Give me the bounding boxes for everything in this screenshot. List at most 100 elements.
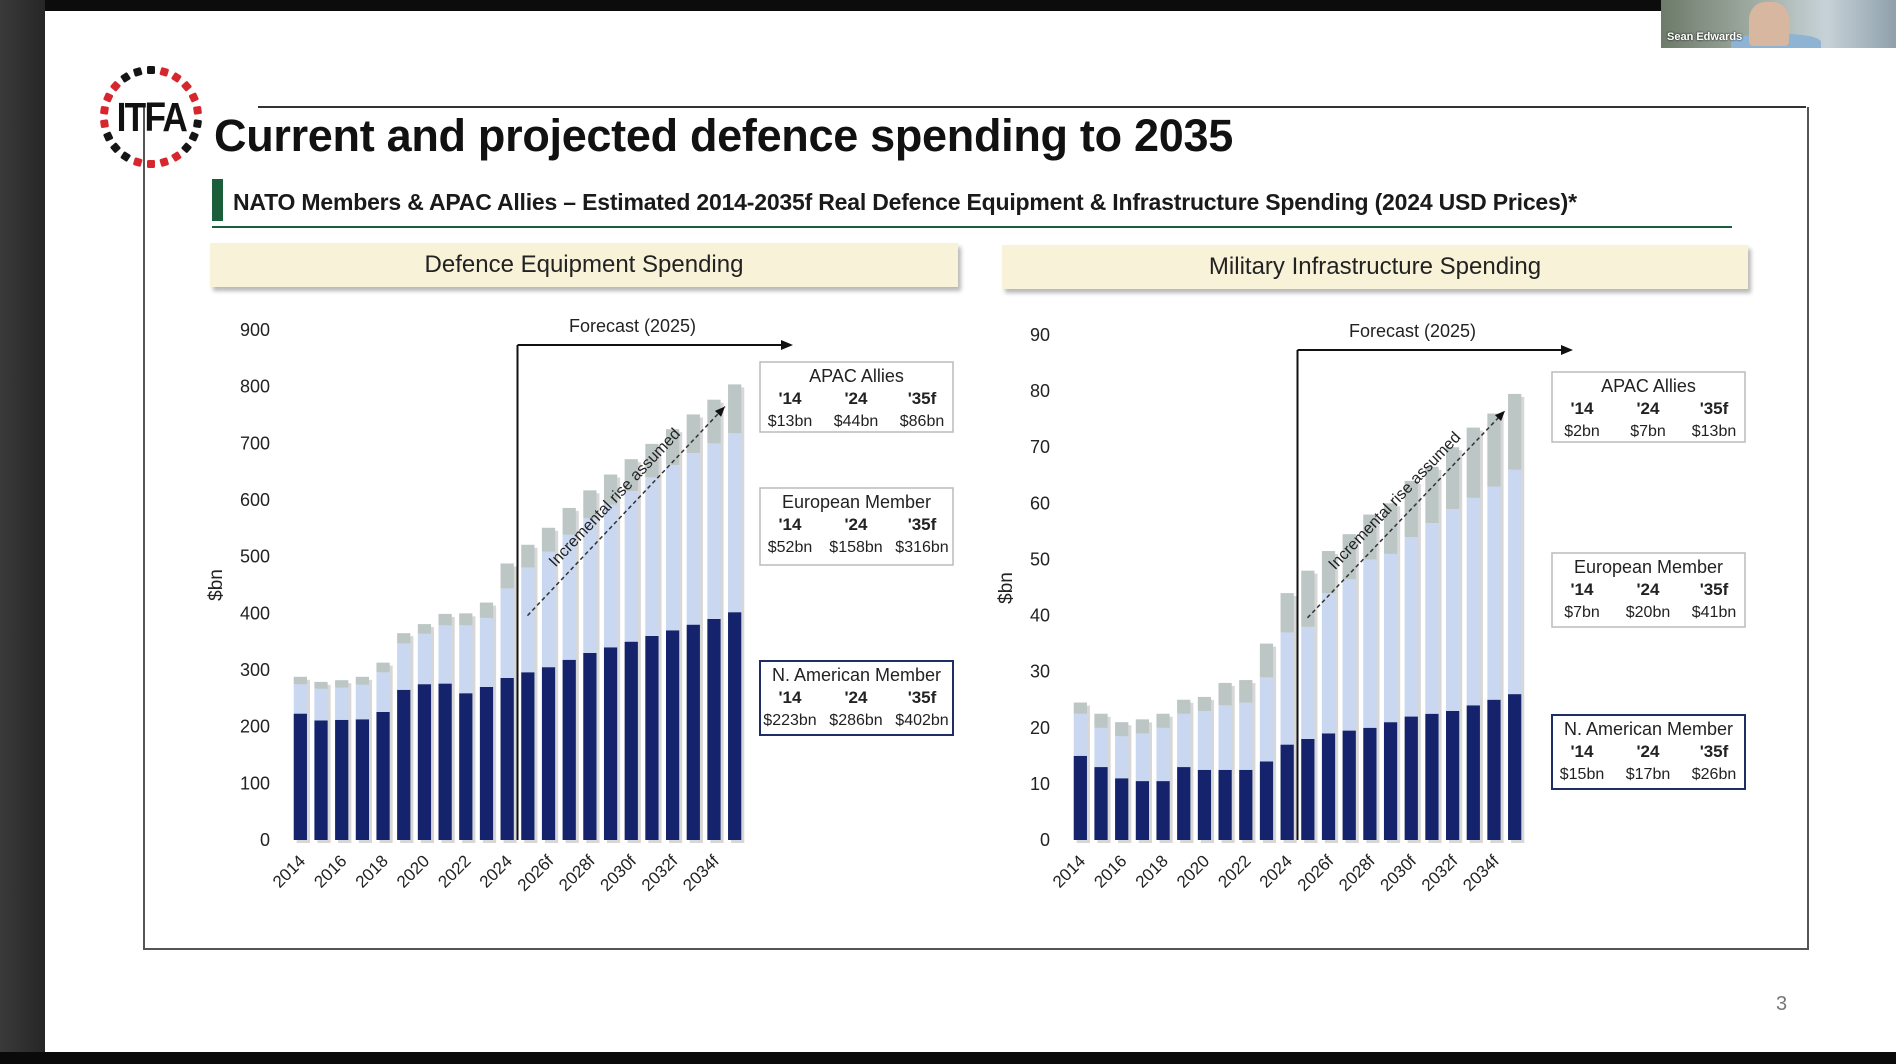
slide-content-frame: [143, 107, 1809, 950]
x-tick-label: 2016: [310, 851, 350, 891]
bar-segment-eu: [1073, 713, 1087, 756]
bar-segment-apac: [1487, 413, 1501, 487]
bar-segment-na: [335, 719, 349, 840]
bar-segment-eu: [665, 464, 680, 631]
bar-segment-eu: [1425, 522, 1439, 714]
bar-segment-apac: [335, 680, 349, 688]
legend-box-value: $17bn: [1626, 766, 1671, 783]
bar-segment-eu: [1445, 508, 1460, 711]
bar-segment-na: [1135, 781, 1150, 840]
bar-segment-eu: [1135, 733, 1150, 782]
bar-segment-eu: [707, 443, 721, 619]
bar-segment-apac: [1135, 719, 1150, 734]
legend-box-value: $223bn: [763, 712, 816, 729]
x-tick-label: 2028f: [555, 851, 599, 895]
logo-text: ITFA: [116, 94, 188, 140]
logo-dot: [181, 81, 192, 92]
bar-segment-eu: [1301, 626, 1315, 739]
y-tick-label: 900: [240, 320, 270, 340]
legend-box-title: N. American Member: [772, 665, 941, 685]
bar-segment-na: [1487, 699, 1501, 840]
forecast-label: Forecast (2025): [1349, 321, 1476, 341]
bar-segment-na: [1218, 769, 1232, 840]
meeting-top-bar: [0, 0, 1896, 11]
x-tick-label: 2026f: [1294, 851, 1338, 895]
page-number: 3: [1776, 993, 1788, 1015]
trend-arrowhead: [714, 406, 725, 417]
legend-box-value: $7bn: [1630, 423, 1666, 440]
bar-segment-na: [1425, 713, 1439, 840]
x-tick-label: 2028f: [1335, 851, 1379, 895]
bar-segment-na: [1466, 705, 1480, 840]
legend-box: [759, 487, 954, 566]
bar-segment-apac: [1115, 722, 1129, 737]
bar-segment-na: [1094, 767, 1108, 840]
bar-segment-na: [1197, 769, 1212, 840]
bar-segment-apac: [1445, 447, 1460, 509]
bar-segment-na: [293, 713, 307, 840]
bar-segment-eu: [376, 672, 390, 712]
logo-dot: [120, 151, 131, 162]
bar-segment-apac: [1218, 682, 1232, 706]
legend-box-value: $286bn: [829, 712, 882, 729]
bar-segment-eu: [1487, 486, 1501, 700]
logo-dot: [181, 142, 192, 153]
legend-box: [1551, 714, 1746, 790]
x-tick-label: 2034f: [1459, 851, 1503, 895]
legend-box-year: '24: [1637, 399, 1660, 418]
bar-segment-na: [1342, 730, 1356, 840]
legend-box-year: '35f: [908, 688, 937, 707]
legend-box-value: $316bn: [895, 539, 948, 556]
subtitle-rule: [212, 226, 1732, 228]
bar-segment-apac: [438, 613, 452, 626]
legend-box-value: $41bn: [1692, 604, 1737, 621]
y-tick-label: 20: [1030, 718, 1050, 738]
x-tick-label: 2014: [269, 851, 309, 891]
bar-segment-eu: [521, 567, 535, 673]
bar-segment-apac: [603, 474, 618, 505]
bar-segment-eu: [603, 504, 618, 648]
y-tick-label: 200: [240, 717, 270, 737]
bar-segment-eu: [1280, 632, 1294, 745]
bar-segment-na: [665, 630, 680, 840]
bar-segment-eu: [1115, 736, 1129, 779]
logo-dot: [100, 105, 109, 115]
legend-box-year: '24: [1637, 742, 1660, 761]
bar-segment-na: [459, 693, 473, 840]
meeting-left-bar: [0, 0, 45, 1064]
bar-segment-na: [1445, 710, 1460, 840]
meeting-bottom-bar: [0, 1052, 1896, 1064]
legend-box-value: $15bn: [1560, 766, 1605, 783]
legend-box-year: '14: [779, 389, 802, 408]
bar-segment-na: [1301, 739, 1315, 840]
y-tick-label: 300: [240, 660, 270, 680]
legend-box-value: $13bn: [768, 413, 813, 430]
bar-segment-na: [1115, 778, 1129, 840]
bar-segment-apac: [686, 414, 700, 453]
legend-box-value: $402bn: [895, 712, 948, 729]
legend-box-year: '14: [1571, 742, 1594, 761]
bar-segment-apac: [1280, 593, 1294, 633]
bar-segment-eu: [500, 588, 514, 678]
bar-segment-na: [479, 687, 494, 840]
y-axis-label: $bn: [206, 569, 227, 601]
bar-segment-eu: [438, 625, 452, 684]
bar-segment-eu: [686, 452, 700, 625]
legend-box-title: APAC Allies: [1601, 376, 1696, 396]
bar-segment-na: [314, 720, 328, 840]
y-tick-label: 50: [1030, 549, 1050, 569]
bar-segment-apac: [1383, 503, 1398, 554]
bar-segment-eu: [1239, 702, 1253, 770]
logo-dot: [147, 66, 155, 74]
bar-segment-eu: [583, 518, 597, 653]
legend-box-year: '14: [779, 515, 802, 534]
bar-segment-apac: [1301, 570, 1315, 627]
x-tick-label: 2020: [393, 851, 433, 891]
bar-segment-na: [1363, 727, 1377, 840]
x-tick-label: 2022: [1214, 851, 1254, 891]
bar-segment-na: [1239, 769, 1253, 840]
legend-box-year: '35f: [1700, 399, 1729, 418]
participant-video-tile[interactable]: Sean Edwards: [1661, 0, 1896, 48]
bar-segment-na: [1280, 744, 1294, 840]
bar-segment-apac: [397, 633, 411, 644]
